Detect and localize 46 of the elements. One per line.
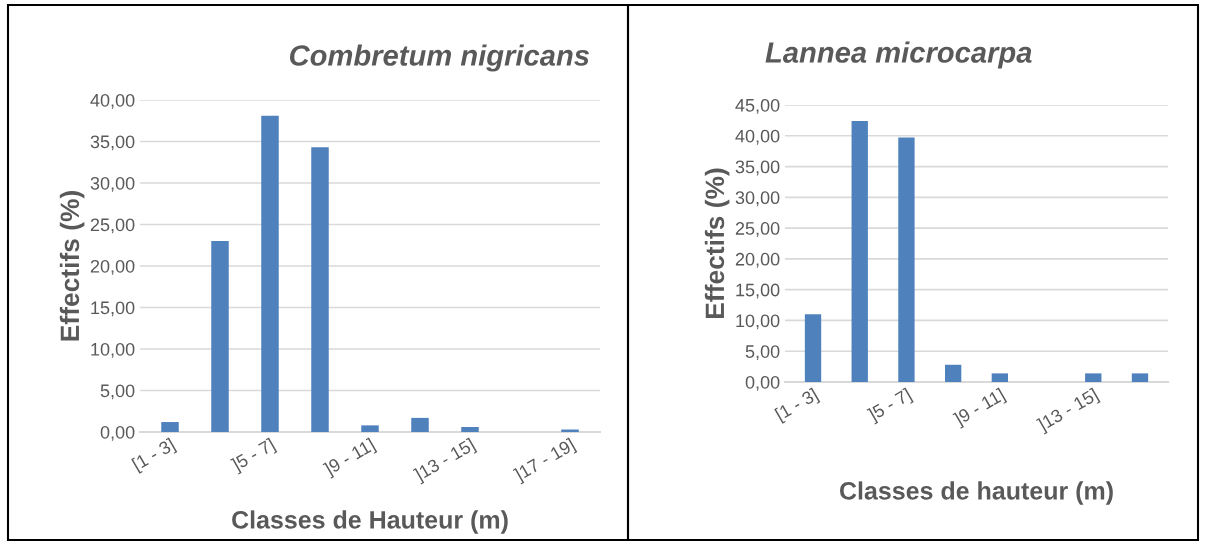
bar	[851, 121, 868, 382]
y-tick-label: 15,00	[736, 283, 780, 299]
y-tick-label: 10,00	[736, 314, 780, 330]
y-tick-label: 5,00	[100, 384, 135, 400]
bar	[261, 115, 279, 432]
bar	[161, 422, 179, 432]
y-tick-label: 0,00	[745, 375, 780, 391]
bar	[898, 137, 915, 382]
y-tick-label: 25,00	[90, 218, 135, 234]
bar	[311, 147, 329, 432]
y-tick-label: 25,00	[735, 222, 780, 237]
y-tick-label: 10,00	[91, 342, 135, 358]
chart-title: Lannea microcarpa	[765, 41, 1032, 69]
y-axis-title: Effectifs (%)	[59, 191, 85, 341]
bar	[1131, 373, 1149, 382]
y-tick-label: 35,00	[735, 160, 780, 176]
bar	[361, 425, 379, 432]
bar	[804, 314, 822, 382]
x-axis-title: Classes de hauteur (m)	[839, 481, 1113, 505]
y-axis-title: Effectifs (%)	[704, 168, 730, 318]
bar	[944, 364, 962, 382]
bar	[211, 241, 229, 432]
bar	[1085, 373, 1102, 382]
chart-title: Combretum nigricans	[290, 44, 590, 72]
x-tick-label: ]5 - 7]	[866, 387, 914, 425]
y-tick-label: 35,00	[90, 135, 135, 151]
y-tick-label: 30,00	[735, 191, 780, 207]
x-tick-label: ]13 - 15]	[1036, 387, 1101, 435]
x-tick-label: ]13 - 15]	[412, 437, 478, 485]
x-tick-label: ]5 - 7]	[230, 437, 278, 475]
y-tick-label: 40,00	[90, 93, 135, 109]
x-tick-label: ]17 - 19]	[512, 437, 578, 485]
y-tick-label: 0,00	[100, 425, 135, 441]
y-tick-label: 40,00	[735, 129, 780, 145]
y-tick-label: 20,00	[90, 259, 135, 275]
y-tick-label: 5,00	[745, 345, 780, 361]
x-axis-title: Classes de Hauteur (m)	[232, 510, 508, 534]
bar	[461, 427, 479, 432]
y-tick-label: 15,00	[91, 301, 135, 317]
y-tick-label: 30,00	[90, 176, 135, 192]
x-tick-label: ]9 - 11]	[952, 387, 1008, 429]
y-tick-label: 20,00	[735, 252, 780, 268]
bar	[411, 417, 429, 432]
bar	[991, 373, 1009, 382]
x-tick-label: ]9 - 11]	[322, 437, 378, 479]
y-tick-label: 45,00	[735, 98, 780, 114]
